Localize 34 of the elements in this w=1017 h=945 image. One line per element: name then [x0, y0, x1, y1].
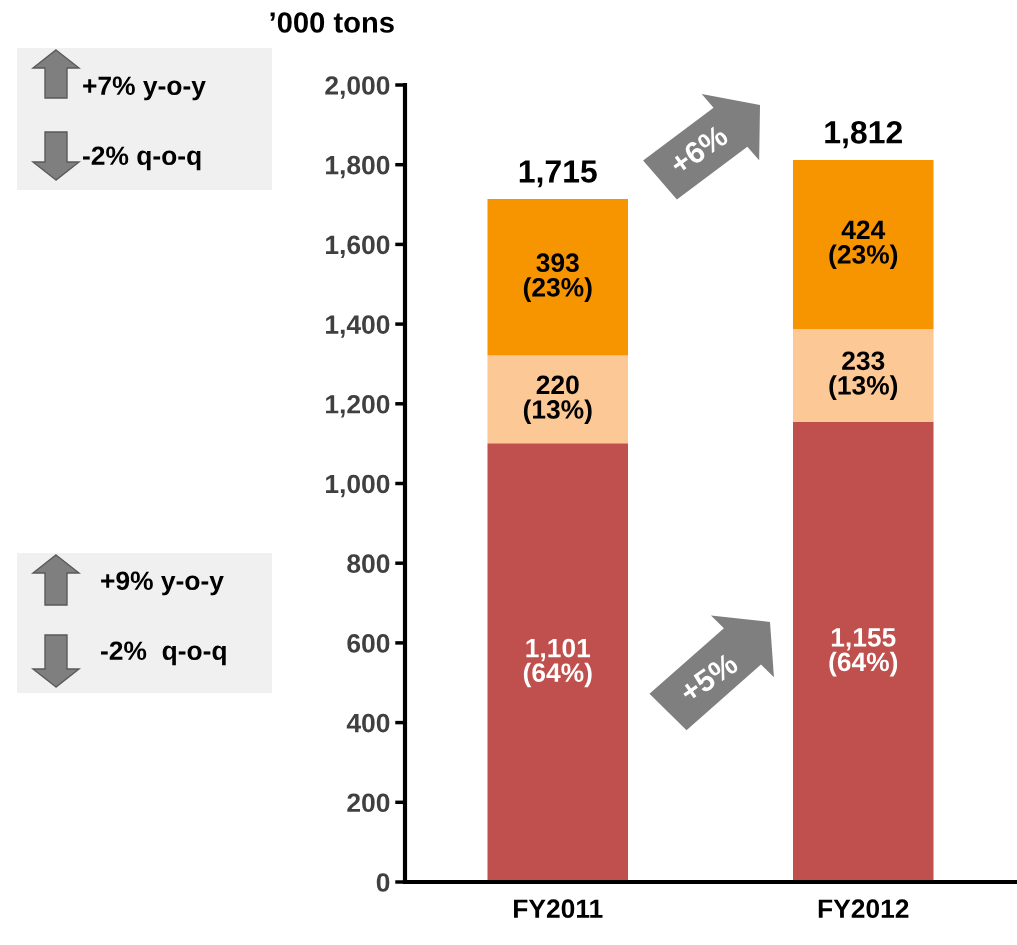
data-label: 1,101 (64%) [523, 638, 592, 688]
y-axis-title: ’000 tons [270, 12, 394, 33]
y-tick-label: 200 [347, 793, 390, 813]
x-tick-label: FY2011 [514, 899, 603, 919]
y-tick-label: 1,200 [326, 394, 390, 418]
data-label: 393 (23%) [523, 253, 592, 302]
annotation: +6% [667, 123, 730, 176]
annotation: +5% [677, 651, 740, 704]
y-tick-label: 400 [346, 713, 390, 733]
bar [792, 421, 934, 882]
bar [487, 198, 629, 356]
total-label: 1,715 [519, 160, 597, 188]
data-label: 424 (23%) [829, 220, 898, 269]
y-tick-label: 2,000 [325, 76, 390, 99]
x-tick-label: FY2012 [818, 899, 909, 919]
y-tick-label: 1,600 [326, 235, 390, 259]
text: -2% q-o-q [101, 641, 226, 666]
text: -2% q-o-q [83, 146, 201, 171]
y-tick-label: 600 [347, 634, 390, 653]
total-label: 1,812 [825, 121, 902, 149]
bar [792, 159, 934, 329]
bar [487, 355, 629, 444]
text: +7% y-o-y [83, 76, 206, 101]
text: +9% y-o-y [101, 571, 224, 596]
bar [487, 443, 629, 882]
y-tick-label: 1,800 [326, 155, 390, 179]
y-tick-label: 800 [347, 554, 390, 574]
y-tick-label: 0 [376, 873, 390, 892]
y-tick-label: 1,000 [326, 474, 390, 498]
data-label: 1,155 (64%) [829, 628, 898, 677]
data-label: 220 (13%) [523, 375, 592, 425]
bar [792, 328, 934, 422]
y-tick-label: 1,400 [326, 315, 390, 338]
data-label: 233 (13%) [829, 351, 898, 400]
